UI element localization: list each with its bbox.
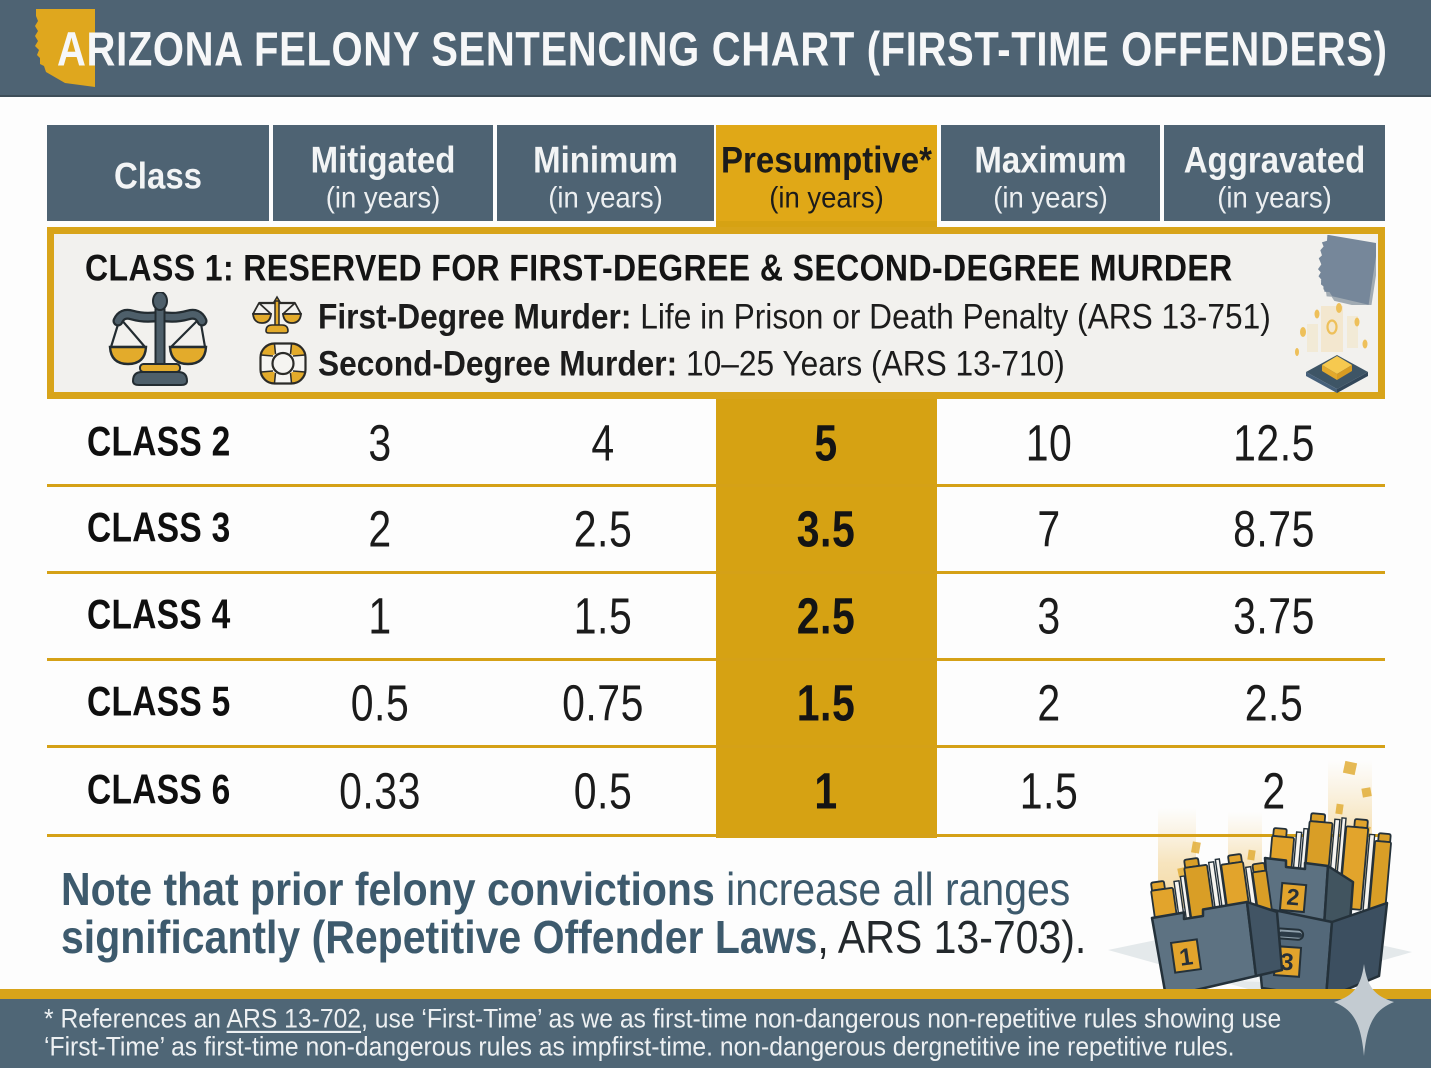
svg-text:2: 2: [1286, 883, 1301, 910]
svg-text:1: 1: [1178, 943, 1195, 972]
